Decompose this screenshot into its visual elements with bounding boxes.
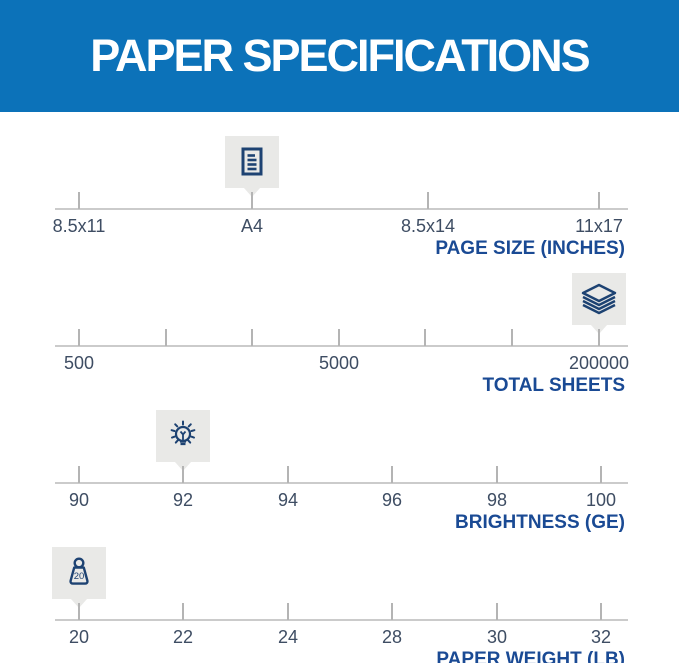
marker-box — [572, 273, 626, 325]
tick — [598, 329, 600, 346]
tick — [600, 603, 602, 620]
tick-label: 500 — [63, 353, 95, 373]
tick — [511, 329, 513, 346]
tick — [427, 192, 429, 209]
tick — [496, 466, 498, 483]
tick-label: 96 — [381, 490, 403, 510]
tick — [598, 192, 600, 209]
paper-weight-marker: 20 — [52, 547, 106, 608]
marker-box — [156, 410, 210, 462]
tick — [78, 329, 80, 346]
scale-title: PAPER WEIGHT (LB) — [436, 649, 625, 663]
tick — [424, 329, 426, 346]
tick — [496, 603, 498, 620]
tick — [251, 192, 253, 209]
axis-line — [55, 482, 628, 484]
tick-label: 100 — [585, 490, 617, 510]
tick-label: 30 — [486, 627, 508, 647]
tick-label: A4 — [240, 216, 264, 236]
weight-badge-text: 20 — [74, 571, 85, 582]
tick-label: 32 — [590, 627, 612, 647]
tick-label: 98 — [486, 490, 508, 510]
paper-stack-icon — [581, 283, 617, 315]
header-banner: PAPER SPECIFICATIONS — [0, 0, 679, 112]
lightbulb-icon — [170, 420, 196, 446]
tick — [182, 466, 184, 483]
page-size-marker — [225, 136, 279, 197]
scale-title: BRIGHTNESS (GE) — [455, 512, 625, 533]
brightness-marker — [156, 410, 210, 471]
document-icon — [241, 147, 263, 176]
axis-line — [55, 208, 628, 210]
tick — [251, 329, 253, 346]
scale-title: PAGE SIZE (INCHES) — [435, 238, 625, 259]
tick-label: 90 — [68, 490, 90, 510]
tick — [338, 329, 340, 346]
tick-label: 22 — [172, 627, 194, 647]
tick-label: 8.5x11 — [52, 216, 106, 236]
tick-label: 200000 — [568, 353, 630, 373]
marker-box: 20 — [52, 547, 106, 599]
tick-label: 28 — [381, 627, 403, 647]
total-sheets-marker — [572, 273, 626, 334]
tick — [78, 603, 80, 620]
weight-icon: 20 — [69, 557, 89, 585]
scale-brightness: 90 92 94 96 98 100 BRIGHTNESS (GE) — [55, 410, 628, 547]
tick-label: 5000 — [318, 353, 360, 373]
scale-page-size: 8.5x11 A4 8.5x14 11x17 PAGE SIZE (INCHES… — [52, 136, 628, 273]
axis-line — [55, 619, 628, 621]
tick — [287, 466, 289, 483]
tick — [165, 329, 167, 346]
scale-total-sheets: 500 5000 200000 TOTAL SHEETS — [55, 273, 629, 410]
tick — [78, 192, 80, 209]
tick — [391, 603, 393, 620]
tick-label: 20 — [68, 627, 90, 647]
tick-label: 24 — [277, 627, 299, 647]
marker-box — [225, 136, 279, 188]
tick-label: 11x17 — [575, 216, 623, 236]
page-title: PAPER SPECIFICATIONS — [90, 30, 590, 81]
tick — [78, 466, 80, 483]
scale-paper-weight: 20 20 22 24 28 30 32 PAPER WEIGHT (LB) — [52, 547, 628, 663]
tick — [600, 466, 602, 483]
tick — [287, 603, 289, 620]
tick — [391, 466, 393, 483]
axis-line — [55, 345, 628, 347]
tick-label: 8.5x14 — [400, 216, 456, 236]
tick — [182, 603, 184, 620]
tick-label: 94 — [277, 490, 299, 510]
tick-label: 92 — [172, 490, 194, 510]
scale-title: TOTAL SHEETS — [482, 375, 625, 396]
